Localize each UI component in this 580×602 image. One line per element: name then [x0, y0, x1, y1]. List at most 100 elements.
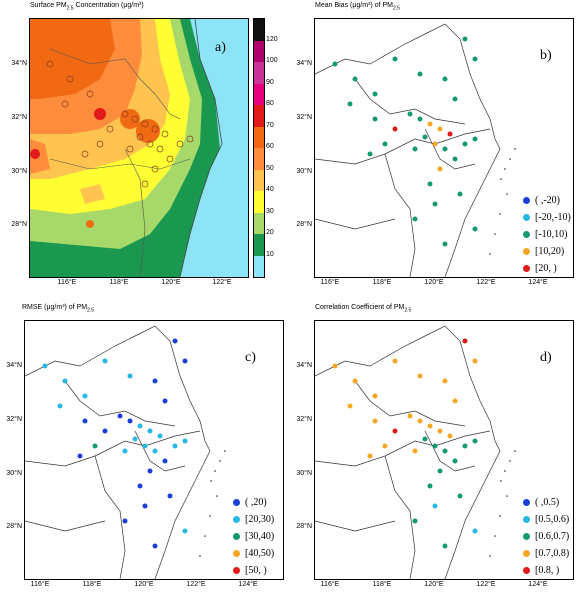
panel-b-mean-bias: Mean Bias (μg/m³) of PM2.5 b) 34°N 32°N … — [290, 0, 580, 300]
station-marker — [182, 358, 188, 364]
station-marker — [152, 378, 158, 384]
colorbar-tick-label: 90 — [266, 78, 274, 86]
panel-b-title: Mean Bias (μg/m³) of PM2.5 — [315, 2, 400, 12]
station-marker — [127, 418, 133, 424]
station-marker — [452, 156, 458, 162]
station-marker — [117, 413, 123, 419]
legend-marker — [523, 231, 530, 238]
station-marker — [142, 503, 148, 509]
station-marker — [437, 468, 443, 474]
station-marker — [442, 76, 448, 82]
station-marker — [392, 428, 398, 434]
map-d-borders — [315, 325, 516, 579]
station-marker — [82, 418, 88, 424]
station-marker — [462, 141, 468, 147]
station-marker — [132, 436, 138, 442]
lat-label: 28°N — [296, 221, 312, 228]
station-marker — [447, 131, 453, 137]
station-marker — [367, 151, 373, 157]
station-marker — [462, 443, 468, 449]
map-b — [314, 18, 574, 278]
station-marker — [147, 428, 153, 434]
station-marker — [352, 76, 358, 82]
colorbar-segment — [254, 191, 264, 213]
station-marker — [442, 241, 448, 247]
station-marker — [92, 443, 98, 449]
lon-label: 118°E — [82, 581, 102, 588]
legend-marker — [523, 265, 530, 272]
station-marker — [442, 543, 448, 549]
colorbar-segment — [254, 169, 264, 191]
lat-label: 30°N — [6, 470, 22, 477]
colorbar-segment — [254, 234, 264, 256]
station-marker — [437, 428, 443, 434]
station-marker — [172, 338, 178, 344]
legend-marker — [233, 533, 240, 540]
lat-label: 34°N — [6, 362, 22, 369]
station-marker — [432, 503, 438, 509]
legend-marker — [233, 516, 240, 523]
colorbar-tick-label: 70 — [266, 121, 274, 129]
panel-a-concentration: Surface PM2.5 Concentration (μg/m³) — [0, 0, 290, 300]
station-marker — [412, 448, 418, 454]
station-marker — [172, 443, 178, 449]
lon-label: 122°E — [476, 279, 496, 286]
colorbar-tick-label: 120 — [266, 35, 278, 43]
legend-label: [50, ) — [245, 565, 267, 576]
stations-d — [332, 338, 478, 549]
panel-d-letter: d) — [540, 350, 552, 365]
legend-label: [20, ) — [535, 263, 557, 274]
legend-marker — [233, 567, 240, 574]
legend-label: [40,50) — [245, 548, 275, 559]
legend-label: ( ,-20) — [535, 195, 560, 206]
station-marker — [427, 121, 433, 127]
colorbar-tick-label: 60 — [266, 143, 274, 150]
legend-marker — [523, 248, 530, 255]
map-c-borders — [25, 325, 226, 579]
station-marker — [57, 403, 63, 409]
station-marker — [157, 433, 163, 439]
lon-label: 116°E — [320, 279, 340, 286]
lat-label: 34°N — [296, 60, 312, 67]
station-marker — [462, 36, 468, 42]
colorbar-segment — [254, 62, 264, 84]
station-marker — [417, 116, 423, 122]
station-marker — [412, 518, 418, 524]
station-marker — [407, 111, 413, 117]
panel-a-letter: a) — [215, 40, 226, 55]
station-marker — [452, 458, 458, 464]
legend-marker — [523, 499, 530, 506]
lon-label: 118°E — [372, 279, 392, 286]
station-marker — [332, 61, 338, 67]
station-marker — [347, 101, 353, 107]
legend-label: [0.7,0.8) — [535, 548, 570, 559]
lon-label: 122°E — [212, 279, 232, 286]
colorbar-tick-label: 100 — [266, 57, 278, 64]
station-marker — [432, 443, 438, 449]
station-marker — [147, 468, 153, 474]
station-marker — [447, 433, 453, 439]
legend-label: [0.5,0.6) — [535, 514, 570, 525]
station-marker — [392, 56, 398, 62]
station-marker — [372, 91, 378, 97]
lon-label: 118°E — [372, 581, 392, 588]
map-c — [24, 320, 284, 580]
lon-label: 118°E — [109, 279, 129, 286]
station-marker — [407, 413, 413, 419]
station-marker — [62, 378, 68, 384]
colorbar-segment — [254, 83, 264, 105]
station-marker — [152, 543, 158, 549]
station-marker — [367, 453, 373, 459]
colorbar-segment — [254, 105, 264, 127]
station-marker — [122, 518, 128, 524]
colorbar-segment — [254, 212, 264, 234]
station-marker — [122, 448, 128, 454]
lon-label: 124°E — [528, 581, 548, 588]
colorbar — [253, 18, 265, 278]
legend-label: [0.8, ) — [535, 565, 560, 576]
lon-label: 122°E — [476, 581, 496, 588]
lon-label: 120°E — [424, 581, 444, 588]
colorbar-segment — [254, 126, 264, 148]
lat-label: 32°N — [6, 416, 22, 423]
station-marker — [417, 71, 423, 77]
